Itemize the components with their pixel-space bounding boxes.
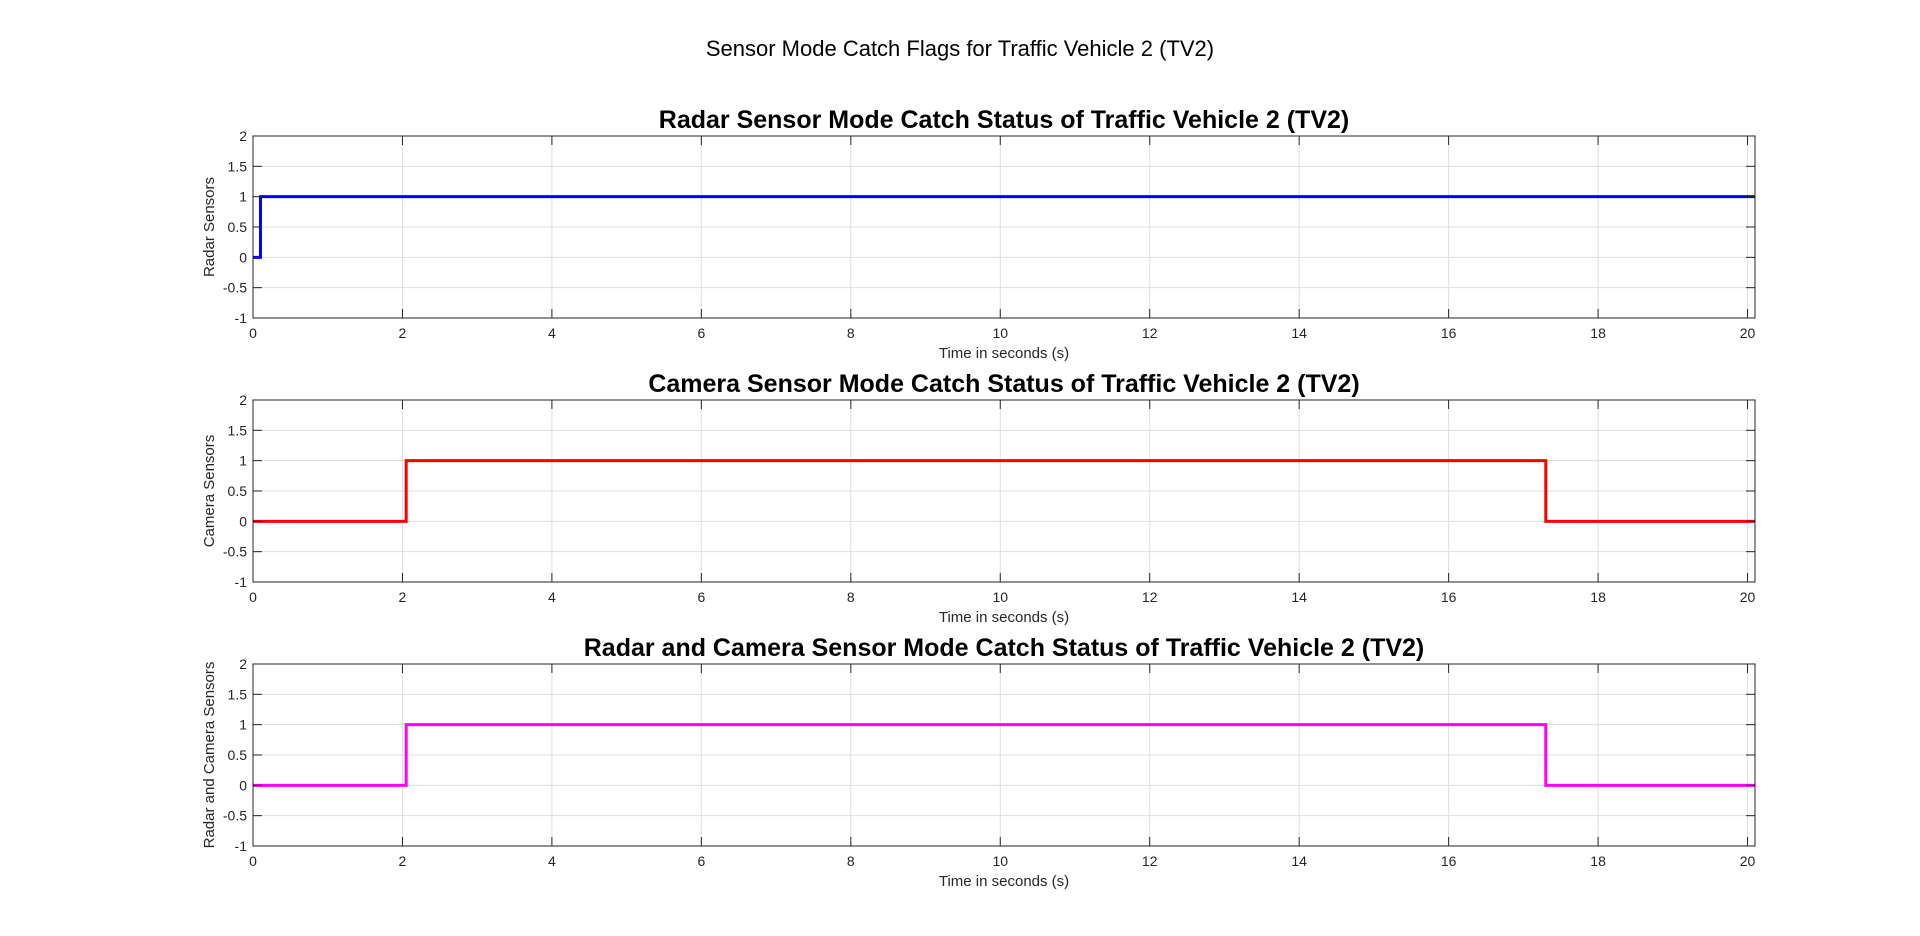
x-tick-label: 6 — [697, 325, 705, 341]
x-axis-label: Time in seconds (s) — [939, 345, 1069, 362]
y-tick-label: -0.5 — [223, 280, 247, 296]
y-tick-label: 0.5 — [228, 483, 248, 499]
subplot-title: Camera Sensor Mode Catch Status of Traff… — [648, 370, 1359, 398]
x-axis-label: Time in seconds (s) — [939, 873, 1069, 890]
y-tick-label: 0 — [239, 777, 247, 793]
x-tick-label: 2 — [399, 325, 407, 341]
x-tick-label: 18 — [1590, 853, 1606, 869]
tick-marks — [252, 135, 1755, 319]
figure-suptitle: Sensor Mode Catch Flags for Traffic Vehi… — [706, 36, 1214, 61]
y-tick-label: 2 — [239, 128, 247, 144]
x-tick-label: 16 — [1441, 853, 1457, 869]
x-tick-label: 14 — [1291, 325, 1307, 341]
x-tick-label: 14 — [1291, 853, 1307, 869]
x-tick-label: 2 — [399, 589, 407, 605]
tick-marks — [252, 399, 1755, 583]
y-tick-label: 0.5 — [228, 747, 248, 763]
x-tick-label: 10 — [992, 325, 1008, 341]
series-line-1 — [253, 459, 1755, 523]
y-tick-label: 2 — [239, 392, 247, 408]
x-tick-label: 20 — [1740, 853, 1756, 869]
y-tick-label: -1 — [235, 838, 248, 854]
tick-marks — [252, 663, 1755, 847]
y-tick-label: 0.5 — [228, 219, 248, 235]
x-tick-label: 8 — [847, 589, 855, 605]
y-tick-label: 1.5 — [228, 158, 248, 174]
x-tick-label: 2 — [399, 853, 407, 869]
x-tick-label: 10 — [992, 853, 1008, 869]
x-tick-label: 10 — [992, 589, 1008, 605]
y-tick-label: 0 — [239, 249, 247, 265]
subplot-2: 0 2 4 6 8 10 12 14 16 18 20 -1 -0.5 0 0.5 1 1.5 2 Time in … — [201, 370, 1756, 626]
x-axis-label: Time in seconds (s) — [939, 609, 1069, 626]
x-tick-label: 12 — [1142, 325, 1158, 341]
x-tick-label: 0 — [249, 325, 257, 341]
x-tick-label: 12 — [1142, 853, 1158, 869]
x-tick-label: 8 — [847, 853, 855, 869]
x-tick-label: 6 — [697, 589, 705, 605]
y-tick-label: 0 — [239, 513, 247, 529]
x-tick-label: 20 — [1740, 325, 1756, 341]
x-tick-label: 4 — [548, 589, 556, 605]
y-axis-label: Radar Sensors — [201, 177, 218, 277]
x-tick-label: 4 — [548, 325, 556, 341]
x-tick-label: 20 — [1740, 589, 1756, 605]
y-tick-label: -0.5 — [223, 808, 247, 824]
x-tick-label: 16 — [1441, 589, 1457, 605]
x-tick-label: 8 — [847, 325, 855, 341]
y-tick-label: 1.5 — [228, 422, 248, 438]
y-tick-label: 1 — [239, 453, 247, 469]
x-tick-label: 0 — [249, 589, 257, 605]
x-tick-label: 18 — [1590, 325, 1606, 341]
subplot-3: 0 2 4 6 8 10 12 14 16 18 20 -1 -0.5 0 0.5 1 1.5 2 Time in … — [201, 634, 1756, 890]
x-tick-label: 12 — [1142, 589, 1158, 605]
y-tick-label: 1.5 — [228, 686, 248, 702]
x-tick-label: 14 — [1291, 589, 1307, 605]
x-tick-label: 16 — [1441, 325, 1457, 341]
subplot-title: Radar and Camera Sensor Mode Catch Statu… — [584, 634, 1425, 662]
subplot-1: 0 2 4 6 8 10 12 14 16 18 20 -1 -0.5 0 0.5 1 1.5 2 Time in … — [201, 106, 1756, 362]
x-tick-label: 4 — [548, 853, 556, 869]
x-tick-label: 0 — [249, 853, 257, 869]
y-tick-label: -1 — [235, 310, 248, 326]
y-tick-label: 2 — [239, 656, 247, 672]
y-tick-label: -0.5 — [223, 544, 247, 560]
x-tick-label: 18 — [1590, 589, 1606, 605]
y-axis-label: Radar and Camera Sensors — [201, 662, 218, 849]
series-line-1 — [253, 723, 1755, 787]
y-tick-label: 1 — [239, 189, 247, 205]
y-tick-label: 1 — [239, 717, 247, 733]
y-axis-label: Camera Sensors — [201, 435, 218, 548]
subplot-title: Radar Sensor Mode Catch Status of Traffi… — [659, 106, 1349, 134]
x-tick-label: 6 — [697, 853, 705, 869]
y-tick-label: -1 — [235, 574, 248, 590]
